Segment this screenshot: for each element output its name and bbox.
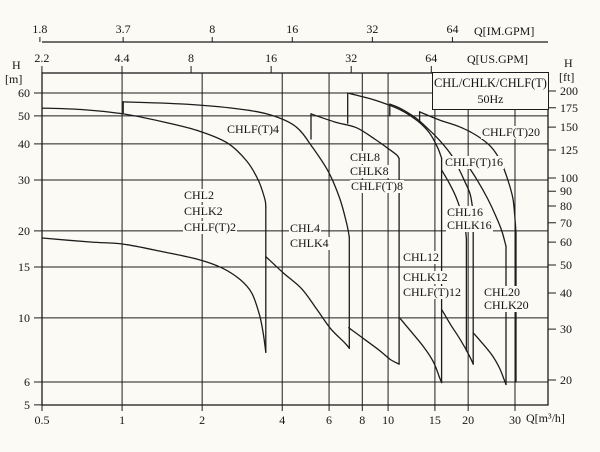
right-axis-unit: [ft] xyxy=(559,70,575,84)
us-gpm-tick-label: 16 xyxy=(265,51,277,65)
bottom-tick-label: 4 xyxy=(279,413,285,427)
pump-curve-chl8-chlk8-chlf-t-8-lower xyxy=(348,327,400,365)
left-axis-unit: [m] xyxy=(5,72,23,86)
curve-label-chlf-t-12: CHLF(T)12 xyxy=(402,285,462,299)
right-tick-label: 40 xyxy=(560,286,572,300)
bottom-tick-label: 6 xyxy=(326,413,332,427)
pump-curve-chl16-chlk16-lower xyxy=(440,308,474,365)
curve-label-chlk20: CHLK20 xyxy=(483,298,530,312)
curve-label-chlf-t-20: CHLF(T)20 xyxy=(481,125,541,139)
us-gpm-axis-label: Q[US.GPM] xyxy=(467,52,529,66)
curve-label-chl20: CHL20 xyxy=(483,285,521,299)
chart-subtitle: 50Hz xyxy=(477,92,504,106)
curve-label-chlk12: CHLK12 xyxy=(402,270,449,284)
im-gpm-tick-label: 1.8 xyxy=(32,22,47,36)
bottom-tick-label: 1 xyxy=(119,413,125,427)
right-tick-label: 50 xyxy=(560,258,572,272)
left-tick-label: 40 xyxy=(18,137,30,151)
chart-title-box: CHL/CHLK/CHLF(T) 50Hz xyxy=(432,72,549,110)
right-tick-label: 125 xyxy=(560,143,578,157)
pump-curve-chlf-t-20-upper xyxy=(418,111,517,234)
left-tick-label: 60 xyxy=(18,86,30,100)
plot-border xyxy=(41,72,549,406)
pump-curve-chl20-chlk20-steep-end xyxy=(466,164,507,247)
left-axis-symbol: H xyxy=(12,58,21,72)
curve-label-chlf-t-8: CHLF(T)8 xyxy=(350,179,404,193)
bottom-tick-label: 30 xyxy=(509,413,521,427)
left-tick-label: 20 xyxy=(18,224,30,238)
right-tick-label: 80 xyxy=(560,199,572,213)
left-tick-label: 50 xyxy=(18,109,30,123)
left-tick-label: 15 xyxy=(18,260,30,274)
us-gpm-tick-label: 32 xyxy=(345,51,357,65)
pump-curve-chl12-chlk12-chlf-t-12-lower xyxy=(399,317,443,384)
right-tick-label: 200 xyxy=(560,84,578,98)
curve-label-chlk8: CHLK8 xyxy=(349,164,390,178)
imperial-gpm-axis-label: Q[IM.GPM] xyxy=(474,24,535,38)
right-tick-label: 175 xyxy=(560,101,578,115)
curve-label-chl16: CHL16 xyxy=(446,205,484,219)
curve-label-chl4: CHL4 xyxy=(289,221,321,235)
bottom-tick-label: 15 xyxy=(429,413,441,427)
left-tick-label: 6 xyxy=(24,375,30,389)
bottom-tick-label: 0.5 xyxy=(35,413,50,427)
bottom-tick-label: 8 xyxy=(359,413,365,427)
left-tick-label: 5 xyxy=(24,398,30,412)
curve-label-chl2: CHL2 xyxy=(183,188,215,202)
chart-title: CHL/CHLK/CHLF(T) xyxy=(434,76,547,90)
bottom-tick-label: 20 xyxy=(462,413,474,427)
curve-label-chlf-t-2: CHLF(T)2 xyxy=(183,220,237,234)
us-gpm-tick-label: 2.2 xyxy=(34,51,49,65)
pump-curve-chlf-t-16-upper xyxy=(389,103,474,215)
right-tick-label: 70 xyxy=(560,216,572,230)
im-gpm-tick-label: 32 xyxy=(366,22,378,36)
curve-label-chlf-t-4: CHLF(T)4 xyxy=(226,122,280,136)
pump-curve-chlf-t-4-upper xyxy=(122,101,350,238)
curve-label-chlk4: CHLK4 xyxy=(289,236,330,250)
flow-axis-label: Q[m³/h] xyxy=(526,411,565,425)
im-gpm-tick-label: 3.7 xyxy=(116,22,131,36)
right-tick-label: 100 xyxy=(560,171,578,185)
im-gpm-tick-label: 8 xyxy=(209,22,215,36)
us-gpm-tick-label: 64 xyxy=(425,51,437,65)
right-axis-symbol: H xyxy=(564,56,573,70)
curve-label-chlk2: CHLK2 xyxy=(183,204,224,218)
right-tick-label: 30 xyxy=(560,322,572,336)
pump-curve-chl12-chlk12-chlf-t-12-upper xyxy=(347,92,443,159)
pump-curve-chl4-chlk4-lower xyxy=(265,255,350,349)
pump-curve-chl20-chlk20-lower xyxy=(472,332,507,386)
right-tick-label: 90 xyxy=(560,184,572,198)
curve-label-chl12: CHL12 xyxy=(402,250,440,264)
curve-label-chlf-t-16: CHLF(T)16 xyxy=(444,155,504,169)
curve-label-chlk16: CHLK16 xyxy=(446,218,493,232)
im-gpm-tick-label: 64 xyxy=(446,22,458,36)
im-gpm-tick-label: 16 xyxy=(286,22,298,36)
right-tick-label: 20 xyxy=(560,373,572,387)
us-gpm-tick-label: 4.4 xyxy=(114,51,129,65)
us-gpm-tick-label: 8 xyxy=(188,51,194,65)
pump-curve-chl2-chlk2-chlf-t-2-lower xyxy=(41,237,267,353)
curve-label-chl8: CHL8 xyxy=(349,150,381,164)
left-tick-label: 30 xyxy=(18,173,30,187)
bottom-tick-label: 10 xyxy=(382,413,394,427)
left-tick-label: 10 xyxy=(18,311,30,325)
right-tick-label: 60 xyxy=(560,235,572,249)
pump-curve-chl2-chlk2-chlf-t-2-upper xyxy=(41,107,267,208)
right-tick-label: 150 xyxy=(560,120,578,134)
pump-curve-chl8-chlk8-chlf-t-8-upper xyxy=(310,113,400,160)
bottom-tick-label: 2 xyxy=(199,413,205,427)
